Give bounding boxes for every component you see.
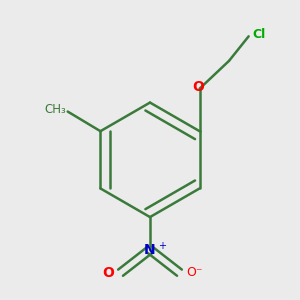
Text: Cl: Cl (252, 28, 265, 41)
Text: N: N (144, 243, 156, 257)
Text: O: O (102, 266, 114, 280)
Text: O⁻: O⁻ (186, 266, 202, 279)
Text: CH₃: CH₃ (44, 103, 66, 116)
Text: +: + (158, 241, 166, 251)
Text: O: O (192, 80, 204, 94)
